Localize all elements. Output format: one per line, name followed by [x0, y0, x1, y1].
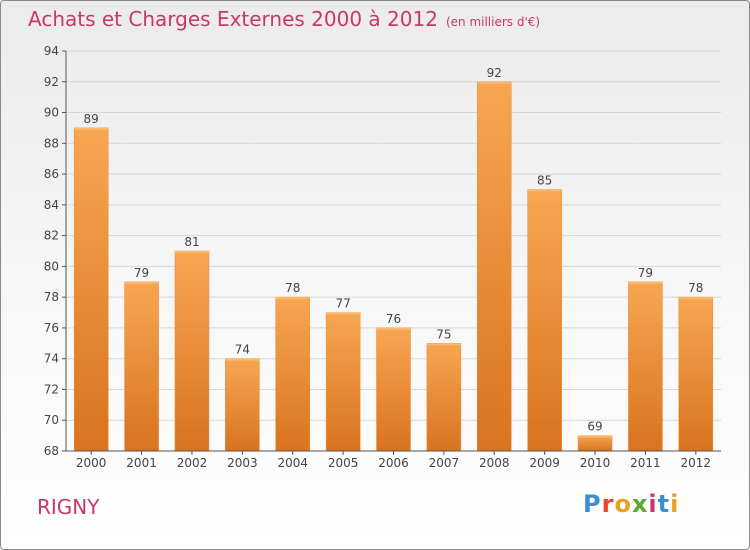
logo-letter: r [601, 490, 615, 518]
bar-highlight [578, 435, 613, 438]
y-tick-label: 76 [44, 321, 59, 335]
logo-letter: i [648, 490, 658, 518]
x-tick-label: 2006 [378, 456, 409, 470]
y-tick-label: 92 [44, 75, 59, 89]
y-tick-label: 78 [44, 290, 59, 304]
y-tick-label: 88 [44, 136, 59, 150]
y-tick-label: 94 [44, 44, 59, 58]
bar-value-label: 79 [638, 266, 653, 280]
bar-highlight [124, 281, 159, 284]
bar-value-label: 78 [285, 281, 300, 295]
proxiti-logo[interactable]: Proxiti [583, 490, 679, 518]
chart-title: Achats et Charges Externes 2000 à 2012 (e… [28, 7, 540, 31]
bar-highlight [326, 312, 361, 315]
bar [376, 327, 411, 452]
bar [477, 81, 512, 452]
x-tick-label: 2003 [227, 456, 258, 470]
y-tick-label: 74 [44, 352, 59, 366]
logo-letter: t [657, 490, 671, 518]
bar-highlight [174, 251, 209, 253]
bar-value-label: 89 [84, 112, 99, 126]
logo-letter: o [614, 490, 632, 518]
bar-highlight [426, 343, 461, 346]
bar-highlight [275, 297, 310, 300]
bar [225, 358, 260, 452]
chart-title-text: Achats et Charges Externes 2000 à 2012 [28, 7, 438, 31]
bar-highlight [628, 281, 663, 284]
x-tick-label: 2005 [328, 456, 359, 470]
bar-highlight [225, 358, 260, 361]
x-tick-label: 2012 [681, 456, 712, 470]
y-tick-label: 86 [44, 167, 59, 181]
bar [426, 343, 462, 452]
bar-value-label: 74 [235, 343, 250, 357]
x-tick-label: 2008 [479, 456, 510, 470]
bar [577, 435, 613, 452]
bar-highlight [376, 327, 411, 330]
y-tick-label: 72 [44, 382, 59, 396]
bar-value-label: 76 [386, 312, 401, 326]
bar [527, 189, 562, 452]
y-tick-label: 80 [44, 259, 59, 273]
logo-letter: P [583, 490, 602, 518]
x-tick-label: 2004 [277, 456, 308, 470]
x-tick-label: 2007 [429, 456, 460, 470]
town-name: RIGNY [37, 495, 100, 519]
bar-value-label: 69 [587, 420, 602, 434]
x-tick-label: 2009 [529, 456, 560, 470]
bar [678, 296, 714, 452]
bar-value-label: 92 [487, 66, 502, 80]
y-tick-label: 90 [44, 106, 59, 120]
bar-value-label: 81 [184, 235, 199, 249]
bar [325, 312, 361, 452]
bar [628, 281, 663, 452]
bar [73, 127, 109, 452]
bar-value-label: 85 [537, 173, 552, 187]
logo-letter: x [631, 490, 649, 518]
y-tick-label: 70 [44, 413, 59, 427]
bar-value-label: 79 [134, 266, 149, 280]
y-tick-label: 84 [44, 198, 59, 212]
logo-letter: i [670, 490, 680, 518]
bar [124, 281, 159, 452]
bar [275, 296, 310, 452]
x-tick-label: 2011 [630, 456, 661, 470]
bar-highlight [527, 189, 562, 192]
bar-value-label: 77 [335, 297, 350, 311]
bar-highlight [678, 297, 713, 300]
bar [174, 250, 210, 452]
axes: 68 70 72 74 76 78 80 82 84 86 88 90 92 94 89 2000 79 2001… [44, 44, 721, 470]
bar-value-label: 75 [436, 327, 451, 341]
bar-highlight [74, 127, 109, 130]
chart-unit: (en milliers d'€) [445, 15, 541, 29]
x-tick-label: 2000 [76, 456, 107, 470]
bar-highlight [477, 81, 512, 84]
x-tick-label: 2010 [580, 456, 611, 470]
x-tick-label: 2001 [126, 456, 157, 470]
x-tick-label: 2002 [177, 456, 208, 470]
bar-value-label: 78 [688, 281, 703, 295]
y-tick-label: 68 [44, 444, 59, 458]
y-tick-label: 82 [44, 229, 59, 243]
